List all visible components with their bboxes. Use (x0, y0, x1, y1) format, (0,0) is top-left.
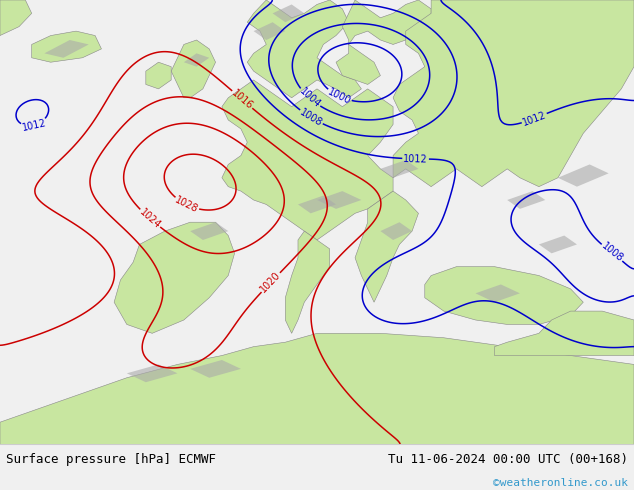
Text: 1012: 1012 (21, 118, 47, 133)
Polygon shape (393, 0, 634, 187)
Polygon shape (254, 22, 285, 40)
Polygon shape (0, 0, 32, 36)
Polygon shape (44, 40, 89, 58)
Text: 1012: 1012 (403, 153, 428, 164)
Polygon shape (380, 160, 418, 178)
Text: 1008: 1008 (599, 241, 624, 264)
Polygon shape (190, 360, 241, 378)
Polygon shape (539, 236, 577, 253)
Polygon shape (507, 191, 545, 209)
Polygon shape (114, 222, 235, 333)
Polygon shape (380, 222, 412, 240)
Polygon shape (171, 40, 216, 98)
Text: 1012: 1012 (521, 109, 548, 127)
Polygon shape (247, 0, 361, 98)
Text: 1016: 1016 (230, 88, 255, 111)
Polygon shape (146, 62, 171, 89)
Text: 1024: 1024 (138, 207, 162, 230)
Text: 1004: 1004 (297, 86, 322, 110)
Polygon shape (425, 267, 583, 324)
Polygon shape (336, 0, 431, 84)
Polygon shape (495, 311, 634, 356)
Polygon shape (190, 222, 228, 240)
Polygon shape (184, 53, 209, 67)
Polygon shape (127, 365, 178, 382)
Polygon shape (558, 165, 609, 187)
Polygon shape (355, 191, 418, 302)
Text: Tu 11-06-2024 00:00 UTC (00+168): Tu 11-06-2024 00:00 UTC (00+168) (387, 452, 628, 466)
Text: 1000: 1000 (326, 87, 353, 106)
Polygon shape (476, 284, 520, 302)
Text: 1008: 1008 (298, 107, 324, 128)
Text: ©weatheronline.co.uk: ©weatheronline.co.uk (493, 478, 628, 488)
Text: 1028: 1028 (173, 195, 200, 215)
Text: 1020: 1020 (259, 270, 283, 295)
Text: Surface pressure [hPa] ECMWF: Surface pressure [hPa] ECMWF (6, 452, 216, 466)
Polygon shape (298, 196, 336, 213)
Polygon shape (0, 333, 634, 444)
Polygon shape (273, 4, 304, 22)
Polygon shape (32, 31, 101, 62)
Polygon shape (285, 231, 330, 333)
Polygon shape (317, 191, 361, 209)
Polygon shape (222, 80, 393, 240)
